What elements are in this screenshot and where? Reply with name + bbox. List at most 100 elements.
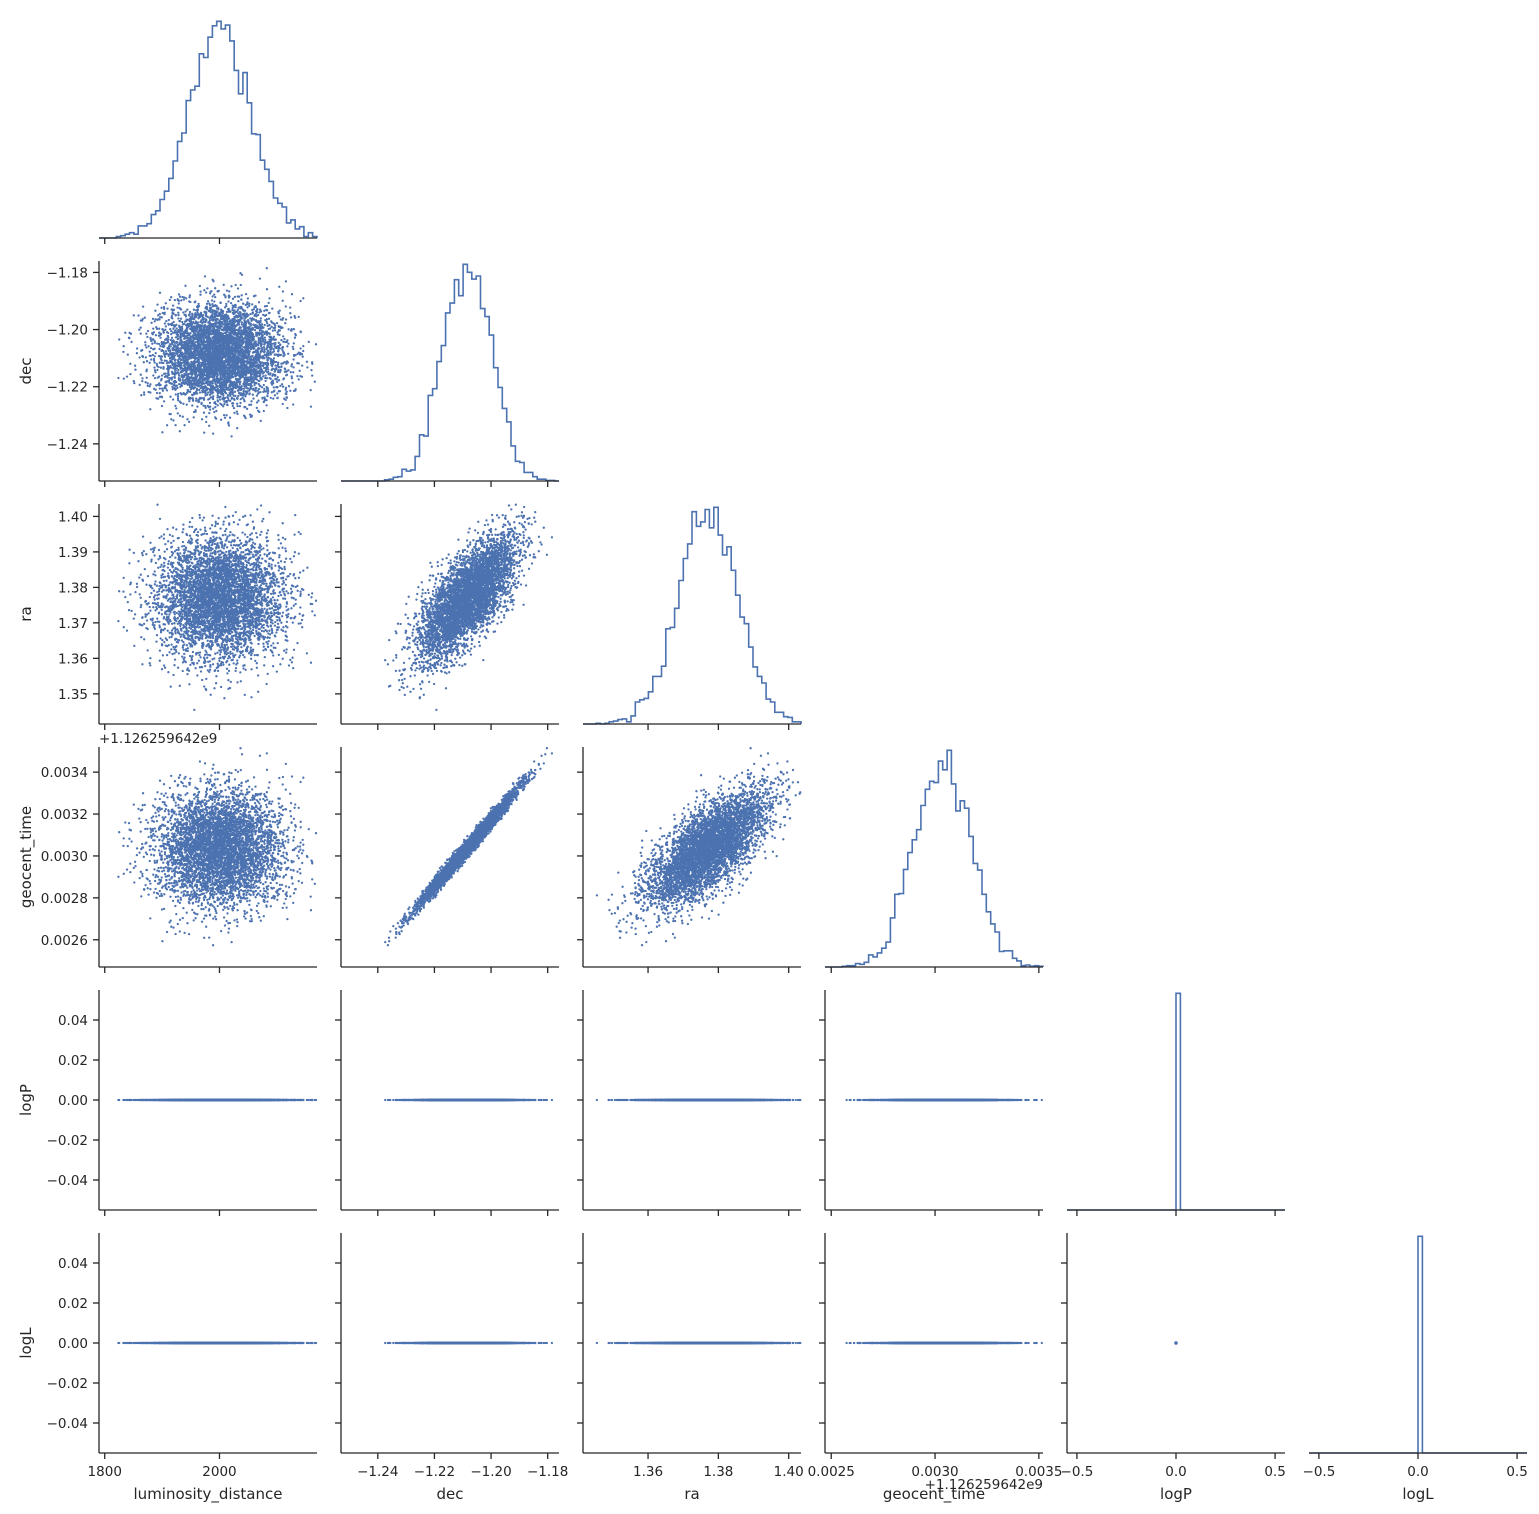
scatter-point [149, 408, 151, 410]
scatter-point [159, 387, 161, 389]
scatter-point [152, 374, 154, 376]
scatter-point [241, 323, 243, 325]
scatter-point [176, 327, 178, 329]
scatter-point [290, 365, 292, 367]
scatter-point [239, 402, 241, 404]
scatter-point [282, 335, 284, 337]
scatter-point [123, 377, 125, 379]
scatter-point [233, 395, 235, 397]
scatter-point [177, 395, 179, 397]
scatter-point [274, 325, 276, 327]
scatter-point [215, 410, 217, 412]
scatter-point [277, 349, 279, 351]
scatter-point [147, 382, 149, 384]
scatter-point [203, 431, 205, 433]
scatter-point [133, 382, 135, 384]
scatter-point [172, 398, 174, 400]
scatter-point [214, 287, 216, 289]
scatter-point [301, 364, 303, 366]
scatter-point [199, 294, 201, 296]
scatter-point [184, 310, 186, 312]
scatter-point [214, 406, 216, 408]
scatter-point [183, 298, 185, 300]
scatter-point [152, 354, 154, 356]
scatter-point [161, 405, 163, 407]
scatter-point [263, 346, 265, 348]
scatter-point [264, 380, 266, 382]
scatter-point [126, 375, 128, 377]
scatter-point [117, 377, 119, 379]
scatter-point [237, 295, 239, 297]
scatter-point [188, 421, 190, 423]
scatter-point [207, 300, 209, 302]
scatter-point [227, 300, 229, 302]
scatter-point [150, 347, 152, 349]
scatter-point [276, 392, 278, 394]
scatter-point [262, 375, 264, 377]
scatter-point [177, 412, 179, 414]
scatter-point [226, 289, 228, 291]
scatter-point [239, 383, 241, 385]
scatter-point [299, 370, 301, 372]
scatter-point [154, 342, 156, 344]
scatter-point [140, 394, 142, 396]
scatter-point [273, 348, 275, 350]
scatter-point [260, 317, 262, 319]
scatter-point [160, 307, 162, 309]
scatter-point [128, 332, 130, 334]
scatter-point [163, 306, 165, 308]
scatter-point [129, 363, 131, 365]
scatter-point [223, 403, 225, 405]
scatter-point [272, 329, 274, 331]
scatter-point [245, 293, 247, 295]
scatter-point [203, 397, 205, 399]
scatter-point [302, 350, 304, 352]
scatter-point [236, 405, 238, 407]
scatter-point [278, 286, 280, 288]
scatter-point [282, 355, 284, 357]
scatter-point [150, 358, 152, 360]
scatter-point [199, 290, 201, 292]
scatter-point [127, 353, 129, 355]
scatter-point [181, 321, 183, 323]
scatter-point [212, 408, 214, 410]
scatter-point [239, 405, 241, 407]
scatter-point [137, 314, 139, 316]
scatter-point [139, 384, 141, 386]
scatter-point [233, 407, 235, 409]
scatter-point [184, 285, 186, 287]
scatter-point [242, 303, 244, 305]
scatter-point [282, 300, 284, 302]
scatter-point [263, 388, 265, 390]
scatter-point [185, 320, 187, 322]
scatter-point [315, 343, 317, 345]
scatter-point [277, 333, 279, 335]
scatter-point [235, 284, 237, 286]
scatter-point [209, 405, 211, 407]
scatter-point [177, 317, 179, 319]
scatter-point [177, 329, 179, 331]
scatter-point [214, 296, 216, 298]
scatter-point [158, 343, 160, 345]
scatter-point [208, 412, 210, 414]
scatter-point [197, 303, 199, 305]
scatter-point [256, 394, 258, 396]
scatter-point [182, 416, 184, 418]
scatter-point [133, 314, 135, 316]
scatter-point [118, 338, 120, 340]
scatter-point [203, 338, 205, 340]
scatter-point [181, 347, 183, 349]
scatter-point [246, 301, 248, 303]
scatter-point [203, 289, 205, 291]
scatter-point [262, 365, 264, 367]
scatter-point [189, 391, 191, 393]
scatter-point [154, 361, 156, 363]
scatter-point [256, 308, 258, 310]
scatter-point [241, 294, 243, 296]
scatter-point [287, 353, 289, 355]
scatter-point [290, 371, 292, 373]
scatter-point [289, 312, 291, 314]
scatter-point [156, 392, 158, 394]
scatter-point [153, 366, 155, 368]
